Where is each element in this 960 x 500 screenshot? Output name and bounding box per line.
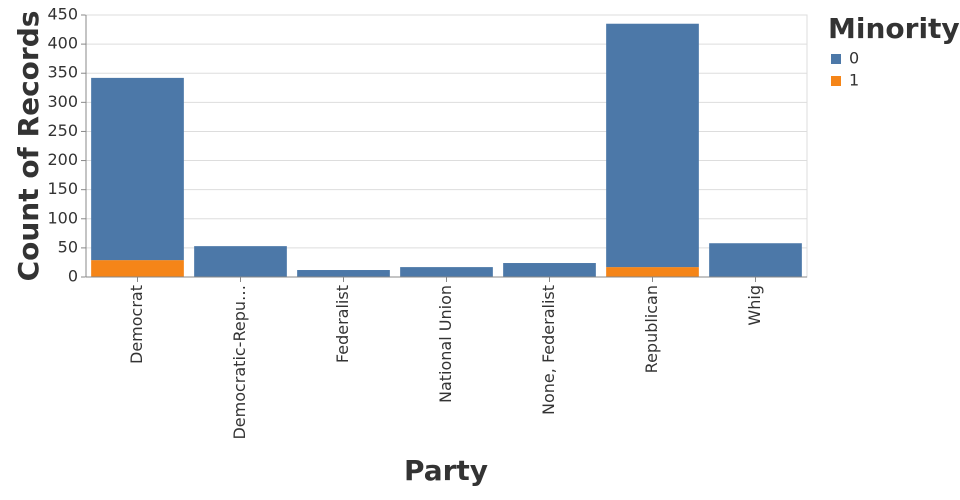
y-tick-label: 50	[58, 237, 78, 256]
bar	[91, 77, 184, 261]
x-tick-label: Federalist	[333, 285, 352, 363]
bar	[297, 270, 390, 277]
legend-label: 1	[849, 71, 859, 90]
x-tick-label: National Union	[436, 285, 455, 403]
x-tick-label: Whig	[745, 285, 764, 326]
y-axis-title: Count of Records	[12, 11, 45, 282]
x-tick-label: Democrat	[127, 285, 146, 364]
bar	[709, 243, 802, 277]
bar	[400, 267, 493, 277]
y-tick-label: 350	[47, 63, 78, 82]
y-tick-label: 150	[47, 179, 78, 198]
legend-title: Minority	[828, 12, 960, 45]
y-tick-label: 100	[47, 208, 78, 227]
x-tick-label: Republican	[642, 285, 661, 373]
bar	[503, 263, 596, 277]
legend-label: 0	[849, 49, 859, 68]
y-tick-label: 200	[47, 150, 78, 169]
bar	[194, 246, 287, 277]
y-tick-label: 300	[47, 92, 78, 111]
x-axis-title: Party	[404, 454, 488, 487]
bar	[91, 260, 184, 277]
y-tick-label: 400	[47, 34, 78, 53]
y-tick-label: 250	[47, 121, 78, 140]
bar	[606, 23, 699, 268]
y-tick-label: 0	[68, 267, 78, 286]
legend-swatch	[831, 76, 841, 86]
legend-swatch	[831, 54, 841, 64]
y-tick-label: 450	[47, 5, 78, 24]
bar	[606, 267, 699, 277]
x-tick-label: Democratic-Repu…	[230, 285, 249, 440]
x-tick-label: None, Federalist	[539, 285, 558, 415]
